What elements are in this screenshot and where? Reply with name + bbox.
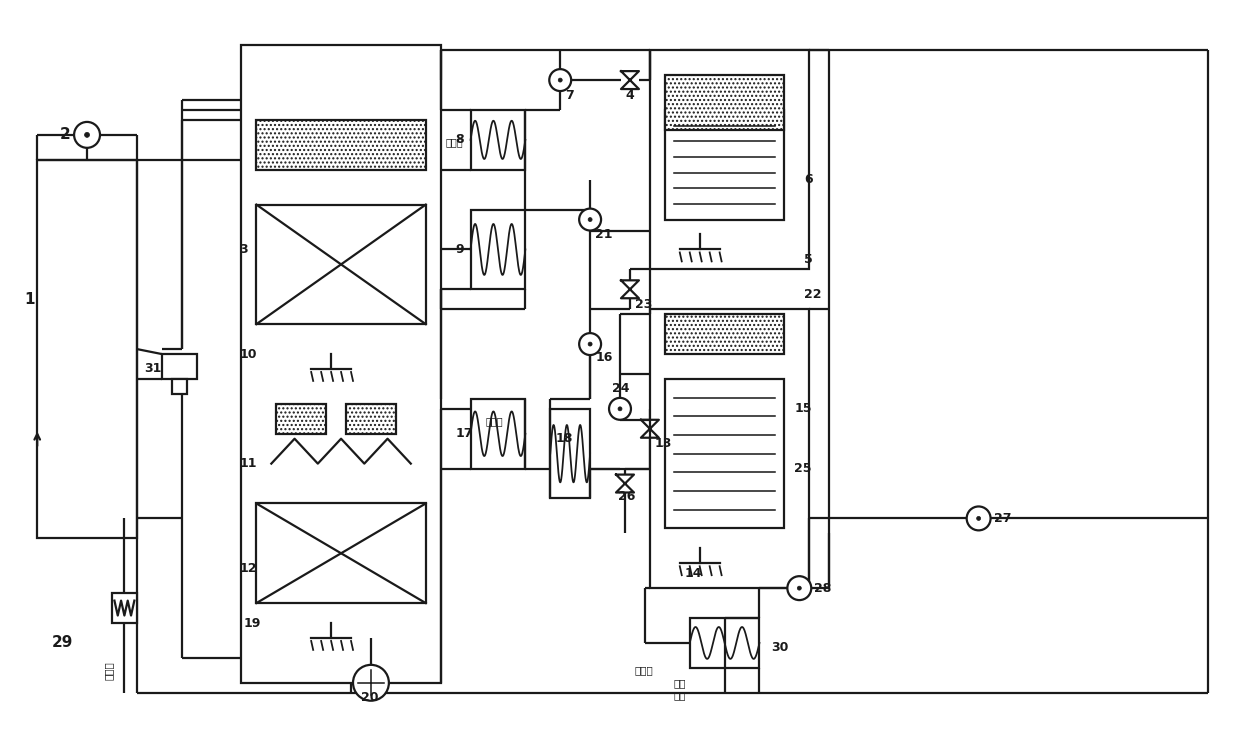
Circle shape: [74, 122, 100, 148]
Bar: [112, 593, 136, 623]
Text: 3: 3: [239, 243, 248, 256]
Text: 4: 4: [625, 88, 634, 101]
Bar: [257, 120, 425, 170]
Text: 12: 12: [239, 562, 257, 574]
Bar: [689, 618, 759, 668]
Text: 冷凝水: 冷凝水: [104, 661, 114, 680]
Circle shape: [579, 208, 601, 230]
Circle shape: [579, 333, 601, 355]
Text: 2: 2: [61, 128, 71, 142]
Bar: [242, 45, 440, 683]
Bar: [470, 110, 526, 170]
Text: 高温
冷源: 高温 冷源: [673, 678, 686, 700]
Bar: [470, 399, 526, 469]
Text: 10: 10: [239, 348, 257, 361]
Bar: [650, 309, 810, 588]
Text: 26: 26: [618, 490, 635, 503]
Circle shape: [588, 217, 593, 222]
Bar: [257, 504, 425, 603]
Circle shape: [549, 69, 572, 91]
Text: 5: 5: [805, 253, 813, 266]
Text: 16: 16: [595, 351, 613, 364]
Circle shape: [787, 576, 811, 600]
Text: 25: 25: [795, 462, 812, 475]
Circle shape: [967, 507, 991, 531]
Text: 19: 19: [243, 617, 260, 630]
Bar: [551, 409, 590, 499]
Circle shape: [84, 133, 89, 137]
Bar: [277, 404, 326, 434]
Text: 20: 20: [361, 691, 378, 704]
Text: 1: 1: [25, 292, 35, 307]
Circle shape: [977, 516, 981, 521]
Bar: [665, 110, 785, 219]
Text: 24: 24: [613, 383, 630, 395]
Text: 9: 9: [455, 243, 464, 256]
Text: 18: 18: [556, 432, 573, 445]
Text: 15: 15: [795, 402, 812, 416]
Text: 23: 23: [635, 297, 652, 311]
Bar: [665, 75, 785, 130]
Text: 28: 28: [815, 582, 832, 595]
Bar: [346, 404, 396, 434]
Text: 21: 21: [595, 228, 613, 241]
Text: 冷却水: 冷却水: [486, 416, 503, 426]
Text: 29: 29: [52, 636, 73, 650]
Bar: [171, 379, 187, 394]
Circle shape: [353, 665, 389, 701]
Bar: [257, 205, 425, 324]
Circle shape: [618, 407, 622, 411]
Text: 11: 11: [239, 457, 257, 470]
Circle shape: [558, 78, 562, 82]
Text: 6: 6: [805, 174, 813, 186]
Bar: [665, 314, 785, 354]
Text: 13: 13: [655, 437, 672, 451]
Text: 14: 14: [684, 566, 702, 580]
Bar: [650, 50, 810, 269]
Text: 30: 30: [771, 642, 789, 655]
Bar: [665, 379, 785, 529]
Text: 17: 17: [455, 427, 474, 440]
Bar: [161, 354, 197, 379]
Circle shape: [588, 342, 593, 346]
Text: 27: 27: [993, 512, 1011, 525]
Text: 8: 8: [455, 133, 464, 147]
Bar: [470, 210, 526, 289]
Bar: [37, 160, 136, 538]
Text: 31: 31: [144, 362, 161, 375]
Text: 冷凝水: 冷凝水: [635, 665, 653, 675]
Text: 22: 22: [805, 288, 822, 301]
Text: 冷却水: 冷却水: [445, 137, 464, 147]
Circle shape: [609, 398, 631, 420]
Text: 7: 7: [565, 88, 574, 101]
Circle shape: [797, 586, 801, 590]
